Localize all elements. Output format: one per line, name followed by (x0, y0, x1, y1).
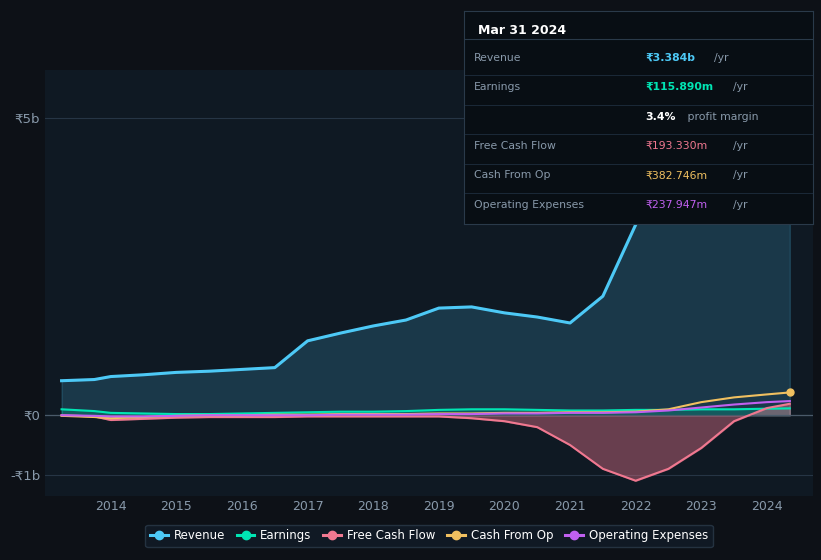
Legend: Revenue, Earnings, Free Cash Flow, Cash From Op, Operating Expenses: Revenue, Earnings, Free Cash Flow, Cash … (145, 525, 713, 547)
Text: profit margin: profit margin (685, 111, 759, 122)
Text: /yr: /yr (713, 53, 728, 63)
Text: /yr: /yr (733, 200, 748, 210)
Text: Cash From Op: Cash From Op (475, 170, 551, 180)
Text: Mar 31 2024: Mar 31 2024 (478, 24, 566, 37)
Text: ₹193.330m: ₹193.330m (645, 141, 708, 151)
Text: /yr: /yr (733, 141, 748, 151)
Text: ₹382.746m: ₹382.746m (645, 170, 708, 180)
Text: Free Cash Flow: Free Cash Flow (475, 141, 556, 151)
Text: Earnings: Earnings (475, 82, 521, 92)
Text: Operating Expenses: Operating Expenses (475, 200, 585, 210)
Text: ₹3.384b: ₹3.384b (645, 53, 695, 63)
Text: /yr: /yr (733, 82, 748, 92)
Text: ₹115.890m: ₹115.890m (645, 82, 713, 92)
Text: 3.4%: 3.4% (645, 111, 676, 122)
Text: /yr: /yr (733, 170, 748, 180)
Text: Revenue: Revenue (475, 53, 522, 63)
Text: ₹237.947m: ₹237.947m (645, 200, 708, 210)
